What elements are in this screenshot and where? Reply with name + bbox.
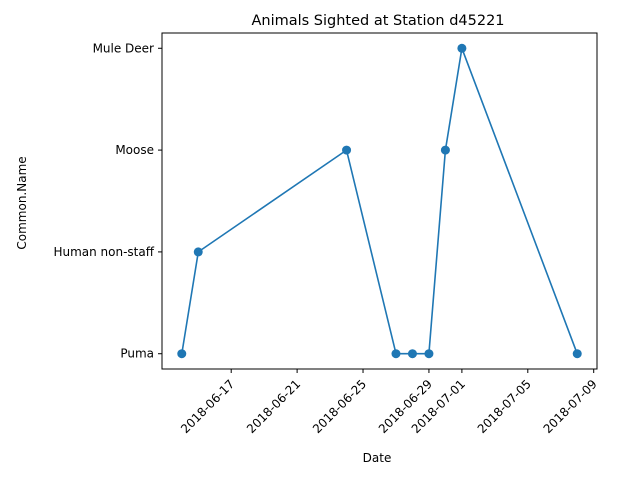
data-point xyxy=(440,145,450,155)
data-point xyxy=(424,349,434,359)
y-tick-label: Moose xyxy=(115,143,154,157)
y-tick-label: Puma xyxy=(120,347,154,361)
x-tick-label: 2018-06-25 xyxy=(310,377,369,436)
series-line xyxy=(181,47,578,355)
y-axis-label: Common.Name xyxy=(15,156,29,249)
x-tick-label: 2018-06-17 xyxy=(178,377,237,436)
x-tick-label: 2018-07-09 xyxy=(541,377,600,436)
x-tick-label: 2018-07-05 xyxy=(475,377,534,436)
data-point xyxy=(342,145,352,155)
chart-title: Animals Sighted at Station d45221 xyxy=(251,13,504,29)
data-point xyxy=(193,247,203,257)
plot-frame xyxy=(161,32,598,370)
x-axis-label: Date xyxy=(363,451,392,465)
y-tick-label: Mule Deer xyxy=(93,41,154,55)
x-tick-label: 2018-06-21 xyxy=(244,377,303,436)
y-tick-label: Human non-staff xyxy=(53,245,154,259)
data-point xyxy=(177,349,187,359)
data-point xyxy=(391,349,401,359)
data-point xyxy=(572,349,582,359)
data-point xyxy=(457,43,467,53)
plot-area: Puma Human non-staff Moose Mule Deer 2018-06… xyxy=(53,32,600,436)
data-point xyxy=(407,349,417,359)
